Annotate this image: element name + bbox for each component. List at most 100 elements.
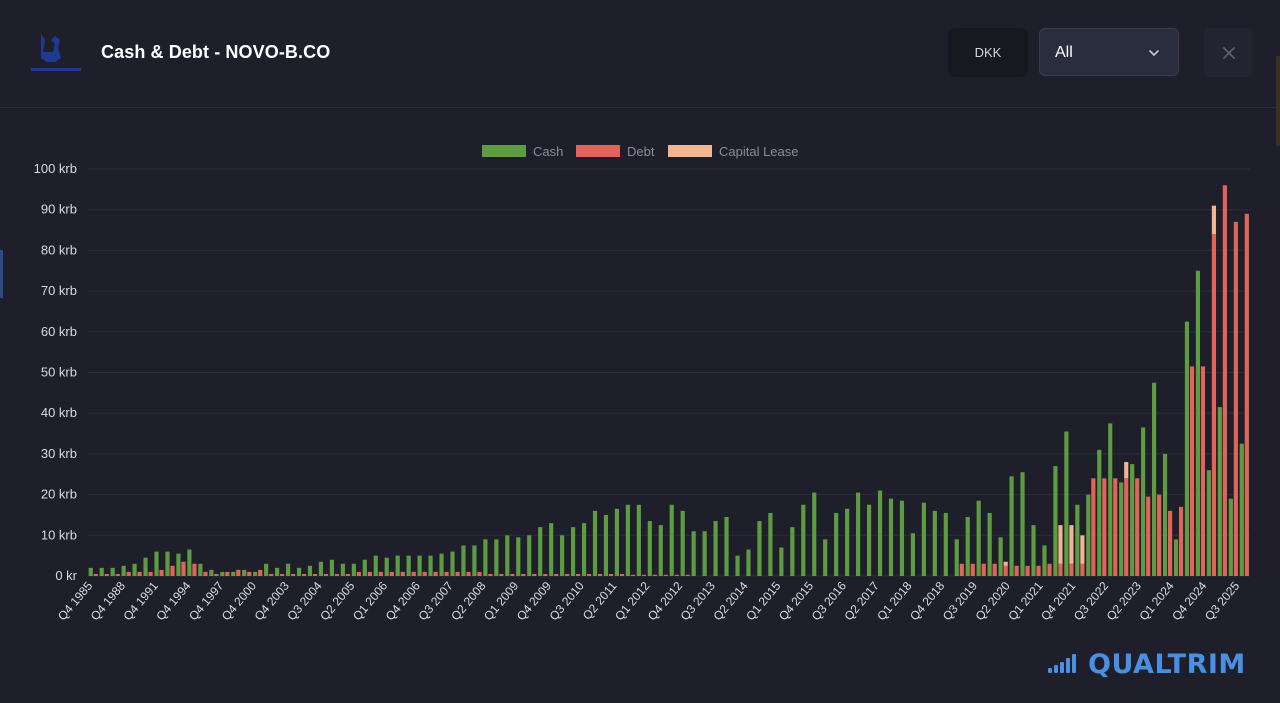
bar-debt — [466, 571, 471, 576]
y-tick-label: 70 krb — [41, 283, 77, 298]
y-tick-label: 20 krb — [41, 487, 77, 502]
bar-debt — [1135, 478, 1140, 576]
bar-cash — [910, 533, 915, 576]
bar-debt — [334, 573, 340, 576]
left-edge-indicator — [0, 250, 3, 298]
cash-debt-chart: 0 kr 10 krb 20 krb 30 krb 40 krb 50 krb 60 krb… — [34, 144, 1250, 624]
bar-cash — [198, 563, 203, 576]
close-button[interactable] — [1204, 28, 1253, 77]
bar-cash — [899, 500, 905, 576]
bar-cash — [483, 539, 488, 576]
bar-debt — [587, 573, 592, 576]
bar-cash — [110, 567, 115, 576]
bar-debt — [981, 563, 986, 576]
y-tick-label: 100 krb — [34, 161, 77, 176]
bar-cash — [1141, 427, 1146, 576]
bar-debt — [1036, 565, 1041, 576]
bar-cash — [220, 571, 225, 576]
bar-debt — [214, 573, 219, 576]
bar-cash — [1053, 466, 1058, 576]
bar-debt — [543, 573, 548, 576]
bar-debt — [1124, 478, 1129, 576]
bar-debt — [685, 574, 690, 576]
bar-cash — [307, 565, 313, 576]
bar-cash — [450, 551, 455, 576]
bar-debt — [992, 563, 997, 576]
legend-swatch — [576, 145, 620, 157]
bar-debt — [1047, 563, 1052, 576]
bar-debt — [630, 574, 636, 576]
bar-cash — [735, 555, 740, 576]
bar-debt — [389, 571, 394, 576]
bar-debt — [93, 573, 98, 576]
bar-debt — [674, 574, 679, 576]
bar-debt — [1222, 185, 1227, 576]
bar-cash — [549, 523, 554, 576]
bar-debt — [1113, 478, 1118, 576]
bar-debt — [1233, 221, 1238, 576]
bar-cash — [209, 569, 214, 576]
bar-debt — [1080, 563, 1085, 576]
bar-debt — [1058, 563, 1063, 576]
bar-cash — [1009, 476, 1014, 576]
bar-debt — [258, 569, 263, 576]
range-select-value: All — [1055, 44, 1073, 61]
bar-cash — [1108, 423, 1113, 576]
bar-cash — [1042, 545, 1047, 576]
bar-cash — [275, 567, 280, 576]
bar-debt — [1146, 496, 1151, 576]
bar-cash — [99, 567, 104, 576]
bar-cash — [1064, 431, 1069, 576]
bar-cash — [351, 563, 356, 576]
range-select[interactable]: All — [1039, 28, 1179, 76]
bar-cash — [713, 521, 718, 576]
bar-cash — [187, 549, 192, 576]
bar-cash — [1130, 464, 1135, 576]
bar-cash — [1162, 453, 1168, 576]
bar-debt — [345, 573, 350, 576]
legend-label: Capital Lease — [719, 144, 799, 159]
bar-cash — [691, 531, 696, 576]
bar-debt — [444, 571, 449, 576]
currency-button[interactable]: DKK — [948, 28, 1028, 77]
bar-cash — [318, 561, 324, 576]
bar-cash — [494, 539, 499, 576]
bar-debt — [532, 573, 537, 576]
bar-debt — [1157, 494, 1162, 576]
bar-cash — [647, 521, 652, 576]
bar-debt — [126, 571, 131, 576]
legend-swatch — [668, 145, 712, 157]
bar-cash — [560, 535, 565, 576]
bar-capital-lease — [1069, 525, 1074, 564]
bar-debt — [641, 574, 646, 576]
y-tick-label: 40 krb — [41, 405, 77, 420]
legend-label: Cash — [533, 144, 563, 159]
bar-debt — [411, 571, 416, 576]
bar-debt — [619, 573, 625, 576]
bar-cash — [373, 555, 378, 576]
modal-header: Cash & Debt - NOVO-B.CO DKK All — [0, 0, 1280, 108]
bar-debt — [554, 573, 559, 576]
bar-cash — [121, 565, 126, 576]
bar-debt — [225, 571, 230, 576]
bar-cash — [779, 547, 784, 576]
signal-bars-icon — [1048, 653, 1082, 675]
bar-debt — [1091, 478, 1096, 576]
bar-cash — [976, 500, 981, 576]
bar-debt — [400, 571, 405, 576]
bar-debt — [104, 573, 109, 576]
bar-debt — [247, 571, 252, 576]
bar-debt — [115, 573, 120, 576]
bar-debt — [455, 571, 460, 576]
bar-cash — [790, 527, 795, 576]
bar-cash — [527, 535, 532, 576]
bar-capital-lease — [1124, 462, 1129, 479]
bar-cash — [406, 555, 411, 576]
bar-cash — [1020, 472, 1025, 576]
bar-cash — [1195, 270, 1201, 576]
x-tick-label: Q3 2025 — [1202, 579, 1243, 624]
legend-label: Debt — [627, 144, 655, 159]
bar-debt — [652, 574, 657, 576]
bar-debt — [608, 573, 614, 576]
bar-cash — [1075, 504, 1080, 576]
